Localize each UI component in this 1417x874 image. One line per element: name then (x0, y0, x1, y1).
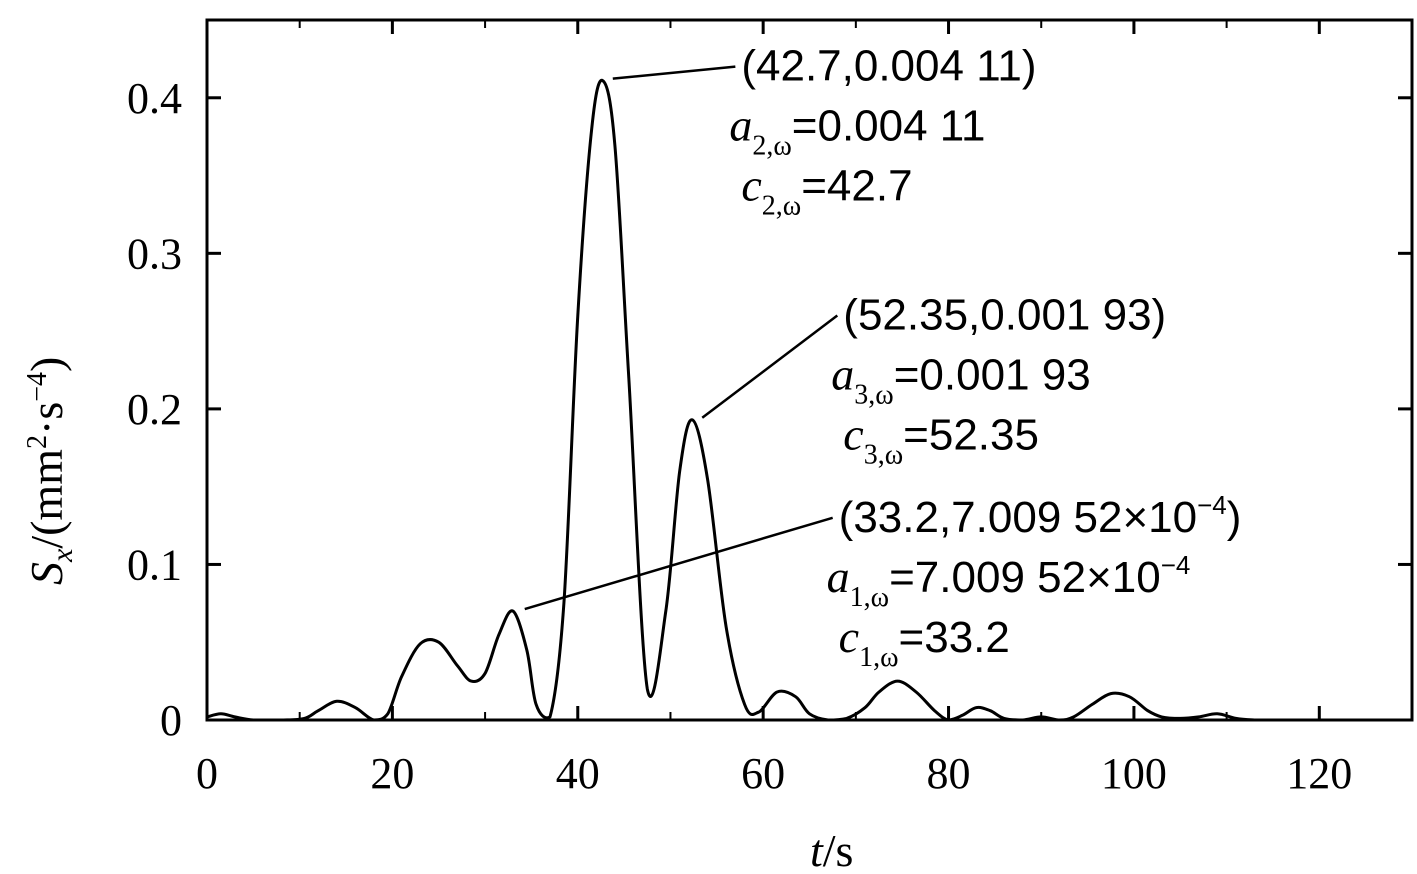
x-tick-label: 80 (927, 749, 971, 798)
annotation-center: c1,ω=33.2 (839, 611, 1010, 673)
annotation-amplitude: a2,ω=0.004 11 (729, 100, 985, 162)
annotation-amplitude: a3,ω=0.001 93 (831, 349, 1090, 411)
annotation-leader-line (524, 516, 834, 611)
y-tick-label: 0.3 (127, 229, 182, 278)
x-axis-ticks: 0 20 40 60 80 100 120 (196, 20, 1352, 798)
x-tick-label: 0 (196, 749, 218, 798)
x-axis-title: t/s (810, 825, 853, 874)
x-tick-label: 120 (1286, 749, 1352, 798)
annotation-amplitude: a1,ω=7.009 52×10−4 (827, 550, 1191, 613)
annotation-coordinates: (52.35,0.001 93) (843, 291, 1166, 340)
annotation-leader-line (612, 65, 736, 80)
y-axis-ticks: 0 0.1 0.2 0.3 0.4 (127, 74, 1412, 745)
annotation-coordinates: (33.2,7.009 52×10−4) (839, 490, 1242, 542)
x-tick-label: 40 (556, 749, 600, 798)
y-tick-label: 0.1 (127, 540, 182, 589)
y-axis-title: Sx/(mm2·s−4) (21, 357, 79, 585)
x-tick-label: 60 (741, 749, 785, 798)
x-tick-label: 100 (1101, 749, 1167, 798)
annotation-coordinates: (42.7,0.004 11) (741, 42, 1036, 91)
annotation-leader-line (701, 314, 839, 419)
y-tick-label: 0.4 (127, 74, 182, 123)
y-tick-label: 0.2 (127, 385, 182, 434)
y-tick-label: 0 (160, 696, 182, 745)
series-line (206, 78, 1366, 722)
plot-frame (205, 18, 1414, 722)
x-tick-label: 20 (370, 749, 414, 798)
peak-annotation: (33.2,7.009 52×10−4) a1,ω=7.009 52×10−4c1… (524, 490, 1242, 673)
annotation-center: c2,ω=42.7 (741, 160, 912, 222)
annotation-center: c3,ω=52.35 (843, 409, 1039, 471)
